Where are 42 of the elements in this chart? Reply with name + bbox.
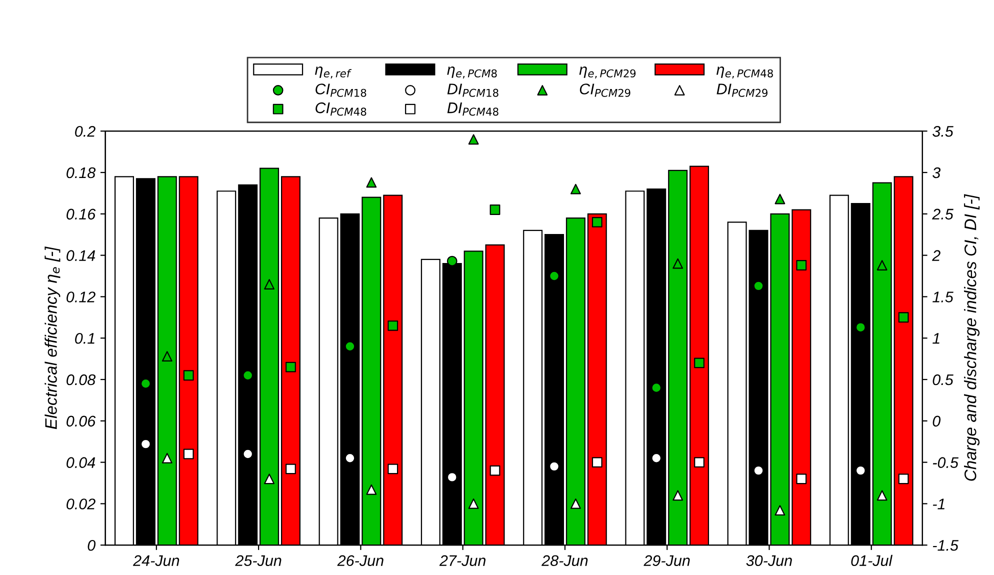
x-tick-label: 01-Jul — [851, 554, 893, 566]
x-tick-label: 30-Jun — [746, 555, 792, 566]
y2-tick-label: 0 — [932, 416, 941, 427]
x-tick-label: 29-Jun — [644, 555, 690, 566]
y-tick-label: 0.06 — [66, 416, 96, 427]
legend-label: η$_{e,ref}$ — [315, 66, 352, 79]
y-tick-label: 0.16 — [66, 208, 96, 220]
x-tick-label: 28-Jun — [542, 555, 588, 566]
legend-label: CI$_{PCM29}$ — [580, 84, 630, 97]
y-tick-label: 0.14 — [66, 250, 96, 261]
x-tick-label: 26-Jun — [337, 555, 384, 566]
y2-tick-label: 1.5 — [932, 292, 954, 302]
y-tick-label: 0.2 — [75, 126, 96, 137]
y2-tick-label: -1 — [932, 498, 944, 510]
x-tick-label: 25-Jun — [235, 555, 282, 566]
x-tick-label: 27-Jun — [439, 555, 486, 566]
legend-label: CI$_{PCM48}$ — [316, 102, 366, 116]
y-tick-label: 0.08 — [66, 374, 96, 386]
legend-label: η$_{e,PCM48}$ — [716, 66, 773, 79]
y-tick-label: 0 — [88, 540, 96, 551]
y2-tick-label: -0.5 — [932, 457, 959, 468]
y-tick-label: 0.18 — [66, 167, 96, 178]
y2-axis-title: Charge and discharge indices CI, DI [-] — [964, 194, 980, 481]
y2-tick-label: 0.5 — [932, 374, 954, 386]
y2-tick-label: 3.5 — [932, 126, 954, 137]
legend-label: η$_{e,PCM29}$ — [579, 66, 636, 79]
legend-label: DI$_{PCM29}$ — [716, 84, 768, 97]
y2-tick-label: -1.5 — [932, 540, 959, 551]
y2-tick-label: 1 — [932, 333, 940, 344]
y2-tick-label: 3 — [932, 167, 941, 178]
y-axis-title: Electrical efficiency η$_{e}$ [-] — [44, 246, 60, 430]
legend-label: η$_{e,PCM8}$ — [447, 66, 497, 79]
y2-tick-label: 2.5 — [932, 208, 954, 220]
legend-label: CI$_{PCM18}$ — [316, 84, 366, 97]
y2-tick-label: 2 — [932, 250, 940, 261]
y-tick-label: 0.04 — [66, 457, 96, 468]
y-tick-label: 0.1 — [75, 332, 94, 344]
y-tick-label: 0.02 — [66, 498, 96, 510]
legend-label: DI$_{PCM18}$ — [447, 84, 498, 97]
legend-label: DI$_{PCM48}$ — [447, 102, 498, 116]
y-tick-label: 0.12 — [66, 292, 96, 302]
x-tick-label: 24-Jun — [132, 555, 180, 566]
